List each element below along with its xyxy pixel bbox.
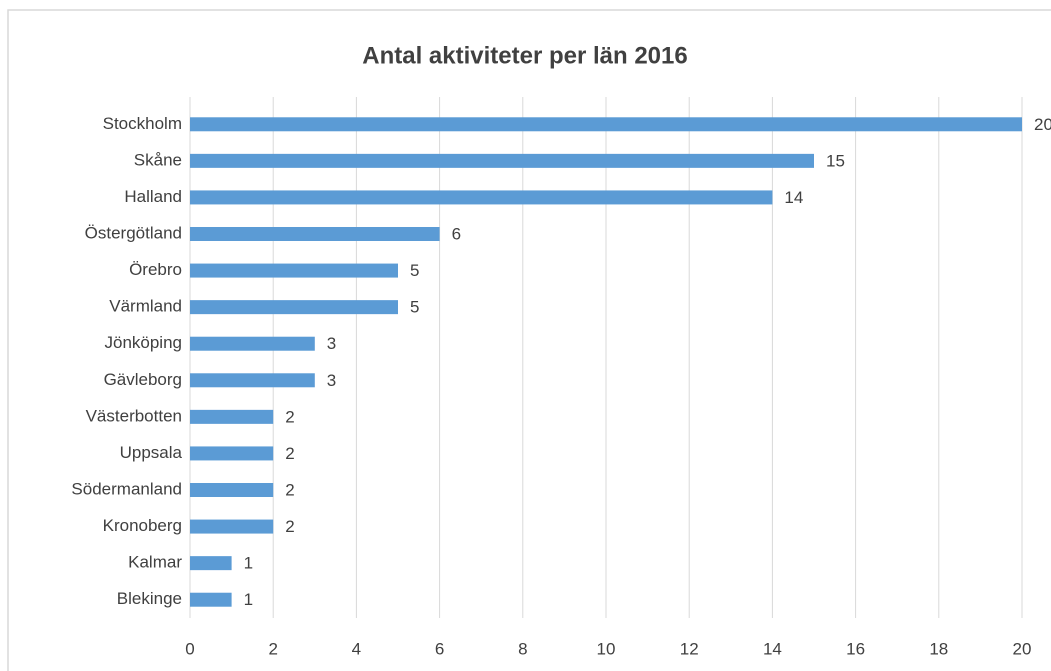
x-tick-label: 14 <box>763 639 782 658</box>
bar <box>190 373 315 388</box>
x-tick-label: 12 <box>680 639 699 658</box>
x-tick-label: 8 <box>518 639 527 658</box>
data-label: 2 <box>285 407 294 426</box>
x-tick-label: 6 <box>435 639 444 658</box>
y-tick-label: Västerbotten <box>86 406 182 425</box>
y-tick-label: Östergötland <box>85 223 182 242</box>
data-label: 6 <box>452 224 461 243</box>
data-label: 2 <box>285 444 294 463</box>
bar <box>190 300 398 315</box>
bar <box>190 227 440 241</box>
y-tick-label: Kalmar <box>128 553 182 572</box>
bar <box>190 190 773 205</box>
data-label: 5 <box>410 298 419 317</box>
y-tick-label: Södermanland <box>71 479 182 498</box>
y-tick-label: Halland <box>124 187 182 206</box>
data-label: 15 <box>826 151 845 170</box>
y-tick-label: Gävleborg <box>104 370 182 389</box>
y-tick-label: Skåne <box>134 150 182 169</box>
x-tick-label: 2 <box>268 639 277 658</box>
data-label: 3 <box>327 371 336 390</box>
x-tick-label: 20 <box>1013 639 1032 658</box>
y-tick-label: Blekinge <box>117 589 182 608</box>
y-tick-label: Örebro <box>129 260 182 279</box>
bar <box>190 263 398 278</box>
bar <box>190 446 274 461</box>
bar <box>190 592 232 607</box>
bar <box>190 153 814 168</box>
y-tick-label: Jönköping <box>104 333 182 352</box>
data-label: 20 <box>1034 115 1051 134</box>
bar <box>190 483 274 497</box>
data-label: 1 <box>244 590 253 609</box>
y-tick-label: Uppsala <box>120 443 183 462</box>
y-tick-label: Stockholm <box>103 114 182 133</box>
chart-title: Antal aktiviteter per län 2016 <box>362 42 687 69</box>
bar <box>190 519 274 534</box>
y-tick-label: Värmland <box>109 297 182 316</box>
x-tick-label: 16 <box>846 639 865 658</box>
x-tick-label: 4 <box>352 639 361 658</box>
data-label: 14 <box>784 188 803 207</box>
bar <box>190 556 232 571</box>
data-label: 2 <box>285 517 294 536</box>
bar <box>190 409 274 424</box>
data-label: 3 <box>327 334 336 353</box>
data-label: 5 <box>410 261 419 280</box>
x-tick-label: 18 <box>929 639 948 658</box>
x-tick-label: 10 <box>597 639 616 658</box>
x-tick-label: 0 <box>185 639 194 658</box>
y-tick-label: Kronoberg <box>103 516 182 535</box>
bar <box>190 117 1022 132</box>
data-label: 1 <box>244 554 253 573</box>
bar <box>190 336 315 351</box>
data-label: 2 <box>285 480 294 499</box>
